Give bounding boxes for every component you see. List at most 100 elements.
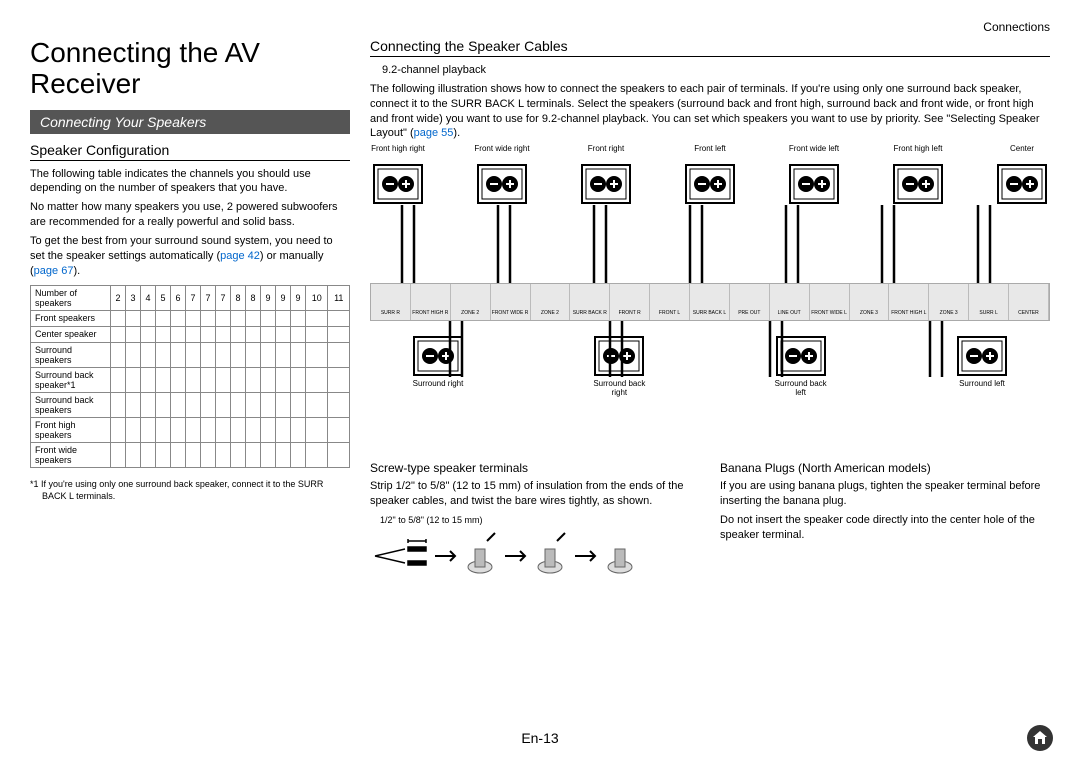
table-cell xyxy=(111,310,126,326)
speaker-box: Front high left xyxy=(890,145,946,208)
table-cell xyxy=(328,326,350,342)
terminal-label: FRONT HIGH L xyxy=(889,284,929,320)
speaker-label: Front high left xyxy=(890,145,946,163)
terminal-label: FRONT WIDE R xyxy=(491,284,531,320)
table-cell xyxy=(306,326,328,342)
table-cell xyxy=(328,417,350,442)
strip-measure: 1/2" to 5/8" (12 to 15 mm) xyxy=(380,515,700,525)
terminal-label: SURR BACK L xyxy=(690,284,730,320)
table-cell xyxy=(306,367,328,392)
table-cell xyxy=(201,417,216,442)
table-row: Center speaker xyxy=(31,326,350,342)
table-col-num: 7 xyxy=(201,285,216,310)
table-col-num: 10 xyxy=(306,285,328,310)
table-cell xyxy=(126,342,141,367)
table-cell xyxy=(216,326,231,342)
link-page42[interactable]: page 42 xyxy=(220,250,260,262)
table-cell xyxy=(291,417,306,442)
banana-plug-section: Banana Plugs (North American models) If … xyxy=(720,461,1050,584)
left-column: Connecting the AV Receiver Connecting Yo… xyxy=(30,38,350,584)
table-cell xyxy=(291,310,306,326)
table-col-num: 9 xyxy=(261,285,276,310)
table-cell xyxy=(261,442,276,467)
table-cell xyxy=(201,442,216,467)
table-cell xyxy=(261,310,276,326)
table-cell xyxy=(141,367,156,392)
table-cell xyxy=(156,392,171,417)
screw-title: Screw-type speaker terminals xyxy=(370,461,700,475)
table-cell xyxy=(216,342,231,367)
table-cell xyxy=(126,310,141,326)
table-cell xyxy=(216,417,231,442)
table-cell xyxy=(171,326,186,342)
table-row: Surround back speaker*1 xyxy=(31,367,350,392)
table-cell xyxy=(156,367,171,392)
table-cell xyxy=(231,310,246,326)
home-icon[interactable] xyxy=(1026,724,1054,752)
table-cell xyxy=(216,442,231,467)
table-cell xyxy=(246,310,261,326)
table-cell xyxy=(231,392,246,417)
table-cell xyxy=(201,326,216,342)
link-page67[interactable]: page 67 xyxy=(34,265,74,277)
table-cell xyxy=(111,442,126,467)
subheading-speaker-config: Speaker Configuration xyxy=(30,142,350,161)
table-cell xyxy=(246,442,261,467)
sub-92ch: 9.2-channel playback xyxy=(382,63,1050,78)
table-cell xyxy=(306,442,328,467)
table-cell xyxy=(216,367,231,392)
page-title: Connecting the AV Receiver xyxy=(30,38,350,100)
table-cell xyxy=(126,392,141,417)
table-cell xyxy=(306,392,328,417)
table-col-num: 7 xyxy=(216,285,231,310)
table-cell xyxy=(141,310,156,326)
link-page55[interactable]: page 55 xyxy=(414,127,454,139)
table-cell xyxy=(261,342,276,367)
table-cell xyxy=(246,392,261,417)
table-col-num: 9 xyxy=(291,285,306,310)
terminal-label: CENTER xyxy=(1009,284,1049,320)
table-row-label: Front high speakers xyxy=(31,417,111,442)
table-cell xyxy=(231,442,246,467)
speaker-label: Front wide right xyxy=(474,145,530,163)
table-row: Front high speakers xyxy=(31,417,350,442)
table-col-num: 3 xyxy=(126,285,141,310)
bottom-instructions: Screw-type speaker terminals Strip 1/2" … xyxy=(370,461,1050,584)
table-cell xyxy=(328,442,350,467)
table-cell xyxy=(276,326,291,342)
para-config-1: The following table indicates the channe… xyxy=(30,167,350,197)
table-cell xyxy=(231,367,246,392)
table-cell xyxy=(141,392,156,417)
table-cell xyxy=(126,417,141,442)
table-header-label: Number of speakers xyxy=(31,285,111,310)
table-cell xyxy=(276,442,291,467)
banana-title: Banana Plugs (North American models) xyxy=(720,461,1050,475)
table-col-num: 6 xyxy=(171,285,186,310)
speaker-label: Surround left xyxy=(954,380,1010,398)
banana-text1: If you are using banana plugs, tighten t… xyxy=(720,479,1050,509)
table-cell xyxy=(246,326,261,342)
table-cell xyxy=(171,442,186,467)
speaker-config-table: Number of speakers23456777889991011 Fron… xyxy=(30,285,350,468)
terminal-label: FRONT L xyxy=(650,284,690,320)
terminal-strip: SURR RFRONT HIGH RZONE 2FRONT WIDE RZONE… xyxy=(370,283,1050,321)
para-cables: The following illustration shows how to … xyxy=(370,82,1050,141)
right-column: Connecting the Speaker Cables 9.2-channe… xyxy=(370,38,1050,584)
table-cell xyxy=(276,392,291,417)
table-cell xyxy=(201,392,216,417)
table-cell xyxy=(171,392,186,417)
table-cell xyxy=(111,326,126,342)
table-cell xyxy=(246,417,261,442)
table-cell xyxy=(141,442,156,467)
table-cell xyxy=(126,326,141,342)
table-row: Front wide speakers xyxy=(31,442,350,467)
table-cell xyxy=(276,367,291,392)
table-cell xyxy=(141,326,156,342)
table-cell xyxy=(141,417,156,442)
terminal-label: PRE OUT xyxy=(730,284,770,320)
speaker-box: Front high right xyxy=(370,145,426,208)
table-cell xyxy=(111,392,126,417)
speaker-box: Surround back left xyxy=(773,335,829,398)
table-col-num: 5 xyxy=(156,285,171,310)
table-cell xyxy=(261,326,276,342)
